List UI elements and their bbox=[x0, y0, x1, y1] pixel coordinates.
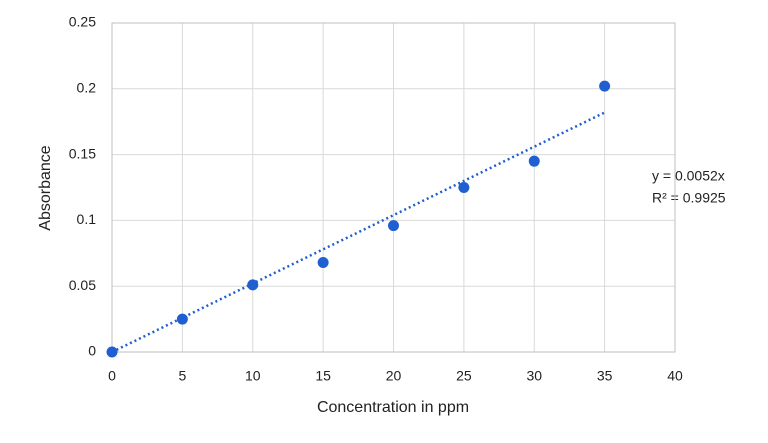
x-tick-label: 15 bbox=[315, 368, 331, 384]
x-tick-label: 20 bbox=[386, 368, 402, 384]
y-tick-label: 0.2 bbox=[77, 80, 97, 96]
x-tick-label: 35 bbox=[597, 368, 613, 384]
data-point bbox=[176, 313, 188, 325]
x-axis-label: Concentration in ppm bbox=[317, 399, 469, 416]
plot-frame bbox=[111, 22, 676, 353]
x-tick-label: 10 bbox=[245, 368, 261, 384]
trend-equation: y = 0.0052x bbox=[652, 168, 725, 184]
y-tick-label: 0 bbox=[88, 343, 96, 359]
x-tick-label: 40 bbox=[667, 368, 683, 384]
data-point bbox=[528, 155, 540, 167]
x-tick-label: 25 bbox=[456, 368, 472, 384]
data-point bbox=[106, 346, 118, 358]
y-axis-label: Absorbance bbox=[37, 145, 54, 230]
data-point bbox=[388, 220, 399, 232]
data-point bbox=[317, 257, 329, 269]
y-tick-label: 0.1 bbox=[77, 211, 97, 227]
x-tick-label: 30 bbox=[526, 368, 542, 384]
data-point bbox=[247, 279, 259, 291]
x-tick-label: 0 bbox=[108, 368, 116, 384]
y-tick-label: 0.15 bbox=[69, 145, 96, 161]
data-point bbox=[599, 80, 611, 92]
data-point bbox=[458, 182, 470, 193]
y-tick-label: 0.05 bbox=[69, 277, 96, 293]
x-tick-label: 5 bbox=[178, 368, 186, 384]
trendline bbox=[111, 111, 606, 354]
y-tick-label: 0.25 bbox=[69, 14, 96, 30]
trend-r-squared: R² = 0.9925 bbox=[652, 190, 726, 206]
